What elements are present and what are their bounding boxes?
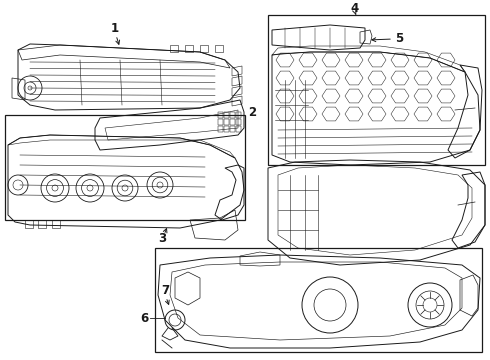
Bar	[236, 126, 241, 132]
Text: 1: 1	[111, 22, 119, 35]
Bar	[218, 119, 223, 125]
Text: 5: 5	[395, 31, 403, 45]
Bar	[224, 126, 229, 132]
Bar	[224, 112, 229, 118]
Bar	[230, 119, 235, 125]
Bar	[230, 112, 235, 118]
Bar	[236, 112, 241, 118]
Bar	[218, 112, 223, 118]
Bar	[236, 119, 241, 125]
Text: 2: 2	[248, 105, 256, 118]
Text: 3: 3	[158, 231, 166, 244]
Bar	[218, 126, 223, 132]
Bar	[5, 115, 245, 220]
Text: 7: 7	[161, 284, 169, 297]
Bar	[268, 15, 485, 165]
Text: 6: 6	[140, 311, 148, 324]
Bar	[224, 119, 229, 125]
Text: 4: 4	[351, 1, 359, 14]
Bar	[155, 248, 482, 352]
Bar	[230, 126, 235, 132]
